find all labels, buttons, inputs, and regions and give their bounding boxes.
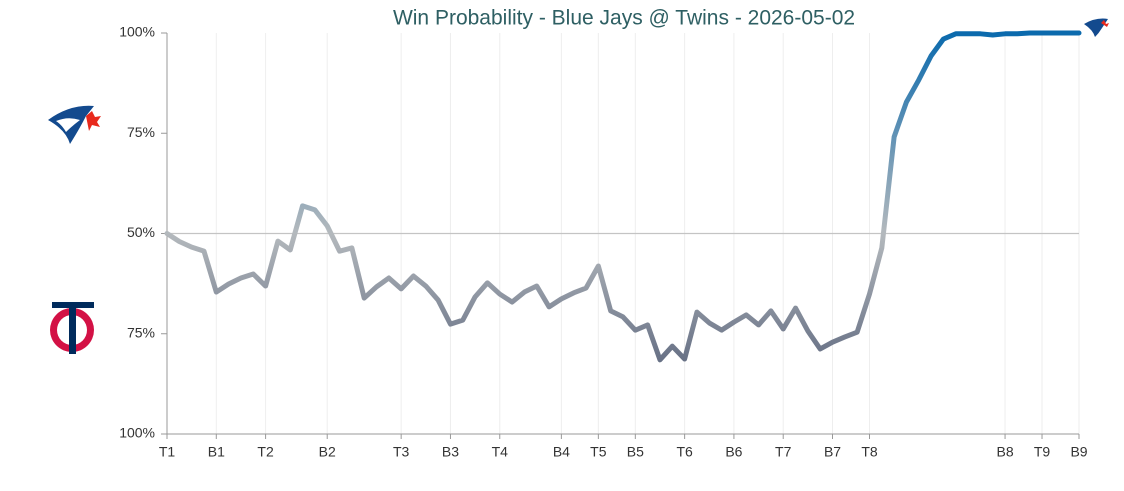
blue-jays-logo [48,105,101,144]
x-tick-label: B2 [319,444,336,460]
y-tick-label: 75% [127,324,155,340]
chart-title: Win Probability - Blue Jays @ Twins - 20… [393,7,855,30]
x-tick-label: B6 [725,444,742,460]
x-tick-label: B4 [553,444,570,460]
y-tick-label: 50% [127,224,155,240]
twins-logo [50,302,94,354]
x-tick-label: T3 [393,444,410,460]
x-tick-label: B3 [442,444,459,460]
x-tick-label: T2 [257,444,274,460]
y-tick-label: 100% [119,24,155,40]
blue-jays-logo-small [1084,18,1109,37]
x-tick-label: T1 [159,444,176,460]
x-tick-label: B1 [208,444,225,460]
win-probability-line [164,30,1082,363]
y-tick-label: 75% [127,124,155,140]
x-tick-label: B8 [996,444,1013,460]
x-tick-label: T9 [1034,444,1051,460]
x-tick-label: B9 [1070,444,1087,460]
x-tick-label: B7 [824,444,841,460]
x-tick-label: B5 [627,444,644,460]
x-tick-label: T4 [492,444,509,460]
y-tick-label: 100% [119,425,155,441]
x-tick-label: T7 [775,444,792,460]
x-tick-label: T6 [676,444,693,460]
x-tick-label: T5 [590,444,607,460]
x-tick-label: T8 [861,444,878,460]
